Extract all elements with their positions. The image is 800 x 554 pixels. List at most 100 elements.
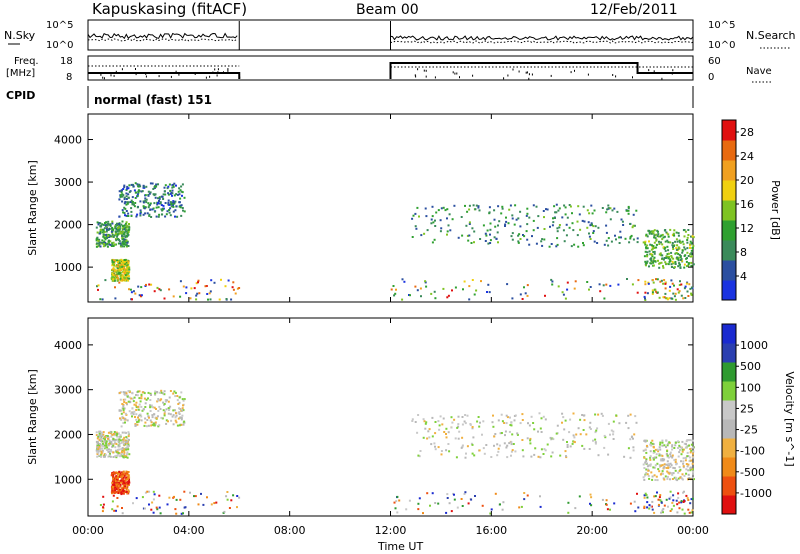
data-cell (141, 409, 144, 412)
data-cell (564, 450, 567, 453)
data-cell (629, 502, 632, 505)
data-cell (674, 252, 677, 255)
data-cell (550, 278, 553, 281)
data-cell (99, 434, 101, 437)
data-cell (507, 222, 510, 225)
data-cell (154, 421, 157, 424)
data-cell (158, 200, 160, 202)
data-cell (431, 205, 434, 208)
y-tick-label: 2000 (54, 428, 82, 441)
data-cell (645, 458, 648, 461)
data-cell (648, 229, 651, 232)
data-cell (144, 402, 147, 405)
data-cell (150, 216, 153, 218)
data-cell (685, 257, 688, 260)
data-cell (139, 209, 142, 212)
data-cell (539, 495, 541, 498)
data-cell (154, 196, 157, 199)
data-cell (660, 464, 663, 467)
data-cell (590, 222, 593, 225)
data-cell (557, 285, 560, 288)
nave-dot (531, 73, 533, 76)
data-cell (428, 428, 431, 431)
data-cell (105, 230, 108, 233)
data-cell (511, 238, 514, 241)
data-cell (103, 241, 105, 244)
data-cell (119, 439, 122, 442)
data-cell (183, 506, 186, 509)
data-cell (671, 282, 674, 285)
data-cell (220, 278, 222, 281)
data-cell (645, 468, 648, 471)
data-cell (180, 423, 183, 426)
data-cell (206, 293, 209, 295)
data-cell (576, 234, 579, 237)
data-cell (238, 496, 241, 499)
data-cell (113, 479, 116, 482)
data-cell (651, 291, 654, 294)
plot-frame (87, 113, 694, 303)
data-cell (104, 438, 106, 441)
data-cell (178, 396, 181, 399)
data-cell (644, 299, 647, 301)
data-cell (673, 447, 676, 449)
data-cell (607, 422, 610, 425)
data-cell (109, 223, 112, 226)
data-cell (124, 262, 126, 265)
nave-tick-bottom: 0 (708, 72, 714, 83)
data-cell (123, 184, 126, 187)
data-cell (126, 484, 129, 487)
beam-label: Beam 00 (356, 2, 419, 18)
data-cell (126, 272, 129, 275)
data-cell (113, 455, 116, 458)
data-cell (218, 298, 221, 301)
data-cell (122, 259, 124, 262)
colorbar-swatch (722, 419, 736, 439)
data-cell (685, 443, 687, 446)
data-cell (126, 201, 129, 204)
data-cell (118, 228, 121, 231)
data-cell (651, 500, 654, 503)
data-cell (105, 225, 108, 228)
data-cell (128, 184, 131, 187)
data-cell (405, 508, 408, 511)
data-cell (148, 283, 151, 286)
freq-line (389, 62, 693, 79)
data-cell (106, 449, 109, 451)
y-tick-label: 4000 (54, 134, 82, 147)
data-cell (115, 449, 117, 452)
data-cell (133, 410, 136, 413)
data-cell (117, 265, 120, 268)
data-cell (162, 193, 165, 196)
data-cell (134, 424, 137, 427)
data-cell (177, 403, 180, 405)
data-cell (519, 210, 522, 213)
data-cell (671, 473, 674, 476)
data-cell (648, 477, 651, 480)
data-cell (634, 415, 637, 418)
data-cell (690, 292, 693, 295)
data-cell (136, 183, 139, 186)
data-cell (414, 421, 417, 423)
data-cell (644, 492, 647, 495)
data-cell (118, 198, 121, 201)
data-cell (107, 444, 110, 447)
cpid-label: CPID (6, 89, 35, 102)
data-cell (150, 404, 153, 407)
data-cell (517, 241, 520, 244)
data-cell (558, 226, 561, 229)
data-cell (198, 292, 201, 295)
data-cell (96, 440, 99, 443)
data-cell (603, 297, 606, 300)
data-cell (164, 202, 167, 204)
data-cell (114, 297, 117, 300)
data-cell (161, 213, 164, 216)
data-cell (526, 437, 529, 440)
data-cell (541, 238, 544, 241)
data-cell (167, 201, 170, 204)
data-cell (659, 465, 661, 468)
data-cell (107, 233, 110, 236)
data-cell (152, 511, 155, 514)
data-cell (481, 433, 483, 436)
data-cell (457, 236, 460, 239)
